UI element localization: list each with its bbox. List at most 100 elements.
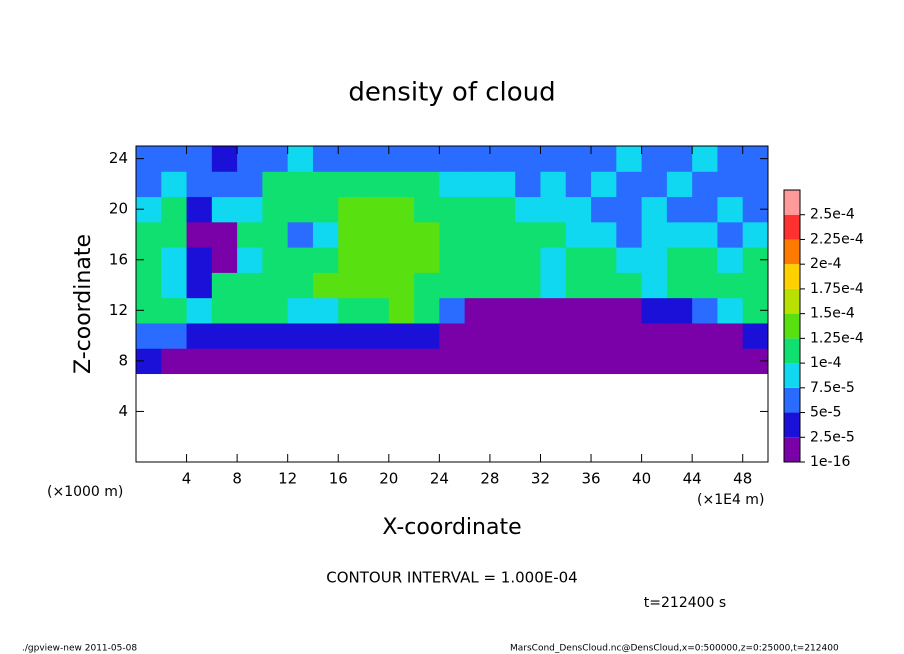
cell	[540, 322, 567, 349]
cell	[565, 221, 592, 248]
cell	[641, 146, 668, 172]
cell	[515, 146, 541, 172]
cell	[742, 171, 769, 198]
cell	[388, 348, 415, 375]
cell	[262, 146, 289, 172]
chart-title: density of cloud	[348, 78, 555, 108]
cell	[565, 272, 592, 299]
x-unit: (×1E4 m)	[697, 492, 764, 508]
cell	[464, 348, 491, 375]
cell	[515, 196, 541, 223]
cell	[515, 221, 541, 248]
cell	[717, 322, 744, 349]
cell	[666, 196, 693, 223]
cell	[464, 247, 491, 273]
cell	[464, 272, 491, 299]
x-tick-label: 16	[329, 470, 348, 488]
footer: MarsCond_DensCloud.nc@DensCloud,x=0:5000…	[510, 644, 839, 654]
cell	[161, 247, 188, 273]
cell	[692, 348, 718, 375]
cell	[591, 322, 617, 349]
colorbar-label: 2e-4	[810, 256, 842, 272]
cell	[489, 146, 516, 172]
cell	[136, 221, 162, 248]
cell	[692, 247, 718, 273]
cell	[161, 221, 188, 248]
colorbar-band	[784, 313, 800, 339]
x-tick-label: 36	[581, 470, 600, 488]
colorbar-label: 5e-5	[810, 405, 841, 421]
cell	[414, 171, 440, 198]
cell	[616, 171, 643, 198]
cell	[666, 322, 693, 349]
colorbar-label: 7.5e-5	[810, 380, 855, 396]
cell	[237, 348, 263, 375]
cell	[489, 171, 516, 198]
cell	[161, 297, 188, 324]
cell	[641, 247, 668, 273]
cell	[464, 171, 491, 198]
cell	[363, 348, 390, 375]
cell	[565, 171, 592, 198]
colorbar-label: 1e-16	[810, 454, 850, 470]
cell	[489, 221, 516, 248]
y-tick-label: 24	[109, 149, 128, 167]
cell	[515, 272, 541, 299]
cell	[136, 322, 162, 349]
cell	[237, 146, 263, 172]
cell	[666, 297, 693, 324]
cell	[515, 297, 541, 324]
cell	[186, 247, 213, 273]
cell	[237, 297, 263, 324]
cell	[439, 297, 466, 324]
cell	[287, 146, 314, 172]
cell	[262, 196, 289, 223]
cell	[186, 171, 213, 198]
cell	[540, 171, 567, 198]
cell	[338, 247, 365, 273]
cell	[540, 247, 567, 273]
cell	[742, 272, 769, 299]
cell	[414, 272, 440, 299]
cell	[692, 146, 718, 172]
cell	[414, 221, 440, 248]
colorbar-band	[784, 338, 800, 364]
cell	[515, 322, 541, 349]
cell	[641, 297, 668, 324]
cell	[717, 247, 744, 273]
colorbar-label: 1.25e-4	[810, 330, 864, 346]
cell	[515, 247, 541, 273]
cell	[312, 322, 339, 349]
colorbar-band	[784, 214, 800, 240]
x-tick-label: 48	[733, 470, 752, 488]
cell	[312, 297, 339, 324]
cell	[211, 272, 238, 299]
cell	[591, 297, 617, 324]
cell	[464, 322, 491, 349]
cell	[591, 146, 617, 172]
cell	[439, 322, 466, 349]
colorbar-label: 2.5e-4	[810, 207, 855, 223]
cell	[237, 322, 263, 349]
cell	[489, 297, 516, 324]
annotation: t=212400 s	[644, 595, 726, 611]
cell	[338, 322, 365, 349]
cell	[312, 221, 339, 248]
cell	[211, 348, 238, 375]
cell	[641, 221, 668, 248]
cell	[388, 171, 415, 198]
cell	[161, 322, 188, 349]
y-unit: (×1000 m)	[47, 484, 123, 500]
cell	[717, 146, 744, 172]
cell	[489, 348, 516, 375]
x-tick-label: 4	[182, 470, 192, 488]
cell	[666, 146, 693, 172]
cell	[186, 146, 213, 172]
cell	[211, 221, 238, 248]
cell	[388, 221, 415, 248]
cell	[312, 247, 339, 273]
cell	[388, 146, 415, 172]
cell	[666, 221, 693, 248]
cell	[211, 146, 238, 172]
cell	[717, 171, 744, 198]
